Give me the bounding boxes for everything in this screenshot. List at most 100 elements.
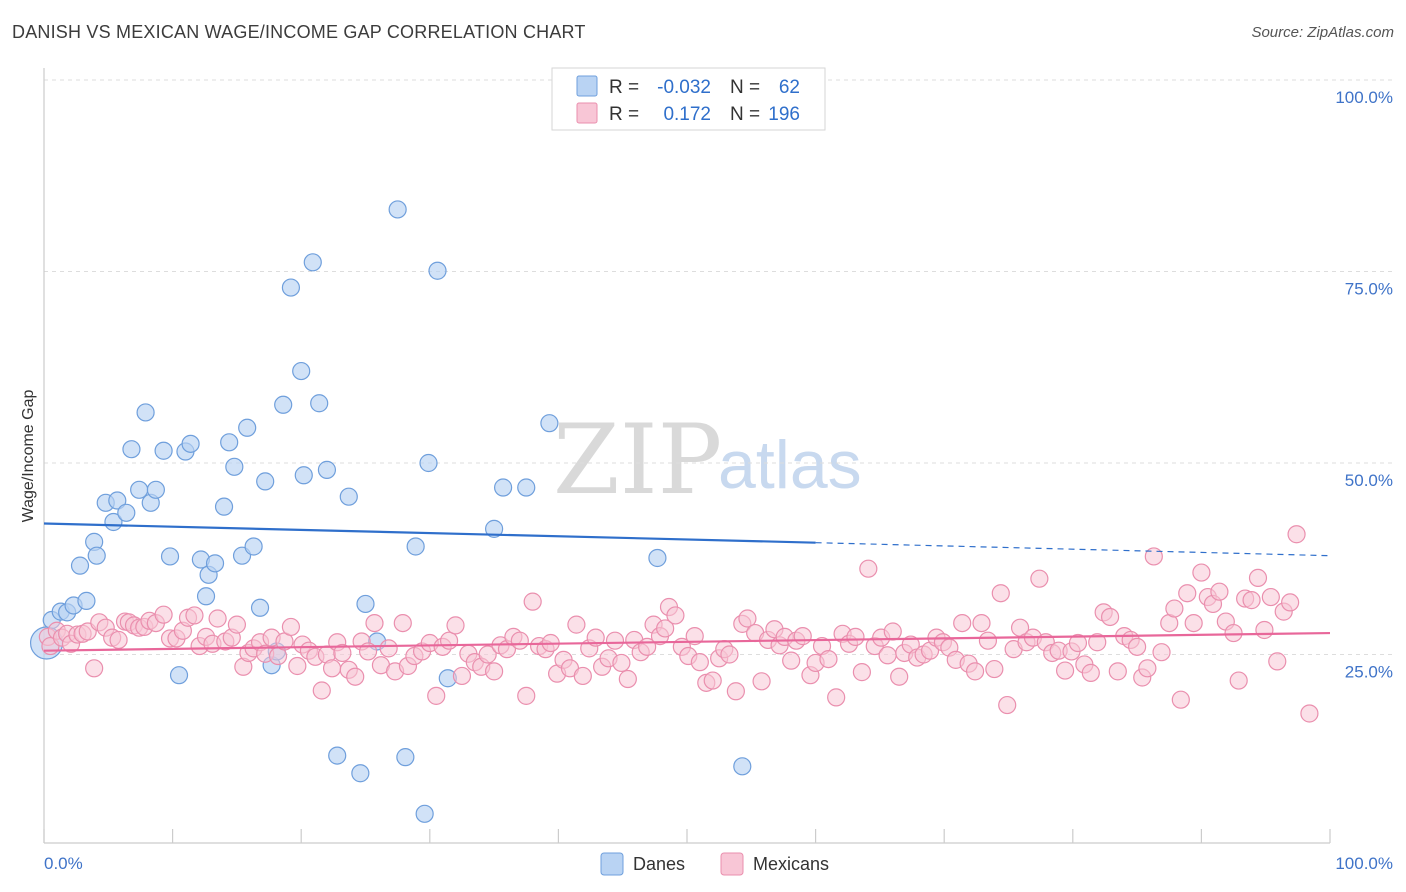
mexicans-point	[1165, 599, 1184, 618]
mexicans-point	[883, 622, 902, 641]
y-tick-label: 50.0%	[1345, 471, 1393, 490]
gridlines	[44, 79, 1393, 655]
source-credit: Source: ZipAtlas.com	[1251, 24, 1394, 41]
mexicans-point	[782, 651, 801, 670]
mexicans-point	[890, 667, 909, 686]
danes-point	[220, 433, 239, 452]
danes-point	[388, 200, 407, 219]
danes-point	[214, 497, 234, 516]
bottom-legend-swatch-mexicans	[720, 852, 744, 876]
mexicans-point	[586, 628, 605, 647]
mexicans-point	[998, 695, 1017, 715]
mexicans-point	[1088, 633, 1107, 652]
mexicans-point	[1184, 613, 1203, 633]
mexicans-series	[38, 525, 1319, 723]
mexicans-point	[1055, 661, 1075, 680]
x-tick-label-min: 0.0%	[44, 854, 83, 873]
mexicans-point	[991, 584, 1010, 603]
mexicans-point	[1108, 662, 1127, 681]
mexicans-point	[281, 617, 301, 637]
mexicans-point	[517, 686, 536, 705]
mexicans-point	[738, 609, 757, 628]
legend-mexicans-r-value: 0.172	[663, 104, 711, 125]
mexicans-point	[185, 606, 204, 625]
mexicans-point	[685, 627, 704, 646]
danes-trend-extension	[815, 542, 1331, 557]
legend-danes-r-label: R =	[609, 77, 639, 98]
danes-point	[328, 746, 347, 765]
mexicans-point	[846, 627, 865, 646]
mexicans-point	[985, 659, 1004, 679]
mexicans-point	[819, 649, 838, 669]
mexicans-point	[656, 619, 675, 638]
mexicans-point	[1261, 587, 1280, 607]
mexicans-point	[1144, 547, 1163, 566]
danes-point	[351, 764, 370, 783]
y-tick-label: 75.0%	[1345, 280, 1393, 299]
mexicans-point	[478, 645, 497, 664]
mexicans-point	[322, 659, 342, 678]
danes-point	[303, 253, 322, 272]
legend-danes-r-value: -0.032	[657, 77, 711, 98]
mexicans-point	[827, 688, 846, 707]
danes-point	[256, 472, 275, 491]
y-axis-title: Wage/Income Gap	[20, 390, 37, 523]
danes-point	[517, 478, 536, 497]
mexicans-point	[333, 643, 352, 663]
danes-series	[29, 200, 752, 823]
legend-mexicans-n-value: 196	[768, 104, 800, 125]
mexicans-point	[878, 646, 897, 665]
mexicans-point	[1210, 582, 1229, 601]
mexicans-point	[703, 671, 722, 690]
danes-point	[281, 278, 301, 297]
mexicans-point	[612, 653, 631, 673]
legend-mexicans-r-label: R =	[609, 104, 639, 125]
mexicans-point	[1281, 593, 1300, 612]
y-tick-label: 25.0%	[1345, 663, 1393, 682]
mexicans-point	[1224, 623, 1243, 643]
mexicans-point	[1100, 607, 1120, 627]
mexicans-point	[859, 559, 878, 578]
mexicans-point	[972, 613, 991, 633]
mexicans-point	[1255, 620, 1274, 640]
mexicans-point	[393, 613, 412, 633]
mexicans-point	[446, 616, 465, 635]
danes-point	[136, 403, 155, 422]
mexicans-point	[1068, 633, 1088, 653]
mexicans-point	[85, 659, 104, 678]
danes-point	[205, 554, 225, 573]
danes-point	[146, 480, 165, 499]
danes-point	[169, 666, 189, 685]
mexicans-point	[1300, 704, 1319, 723]
mexicans-point	[1192, 563, 1211, 582]
mexicans-point	[567, 615, 586, 634]
mexicans-point	[208, 609, 227, 628]
mexicans-point	[953, 613, 972, 633]
danes-point	[317, 460, 337, 479]
danes-point	[250, 598, 270, 617]
x-tick-label-max: 100.0%	[1335, 854, 1393, 873]
danes-point	[356, 594, 375, 614]
danes-point	[494, 478, 513, 497]
mexicans-point	[573, 666, 592, 686]
series-legend: Danes Mexicans	[600, 852, 829, 876]
danes-point	[225, 457, 244, 476]
mexicans-point	[485, 662, 504, 681]
mexicans-point	[510, 631, 529, 650]
x-ticks	[43, 829, 1331, 843]
danes-trend-line	[43, 522, 816, 544]
mexicans-point	[720, 645, 739, 664]
legend-mexicans-n-label: N =	[730, 104, 760, 125]
mexicans-point	[726, 682, 745, 701]
mexicans-point	[666, 606, 685, 625]
mexicans-point	[1138, 659, 1157, 678]
bottom-legend-danes: Danes	[633, 854, 685, 874]
watermark-zip: ZIP	[553, 404, 722, 516]
danes-point	[292, 361, 311, 381]
danes-point	[108, 491, 127, 510]
mexicans-point	[154, 605, 173, 624]
danes-point	[294, 466, 313, 485]
mexicans-point	[1242, 591, 1261, 610]
mexicans-point	[852, 663, 871, 682]
